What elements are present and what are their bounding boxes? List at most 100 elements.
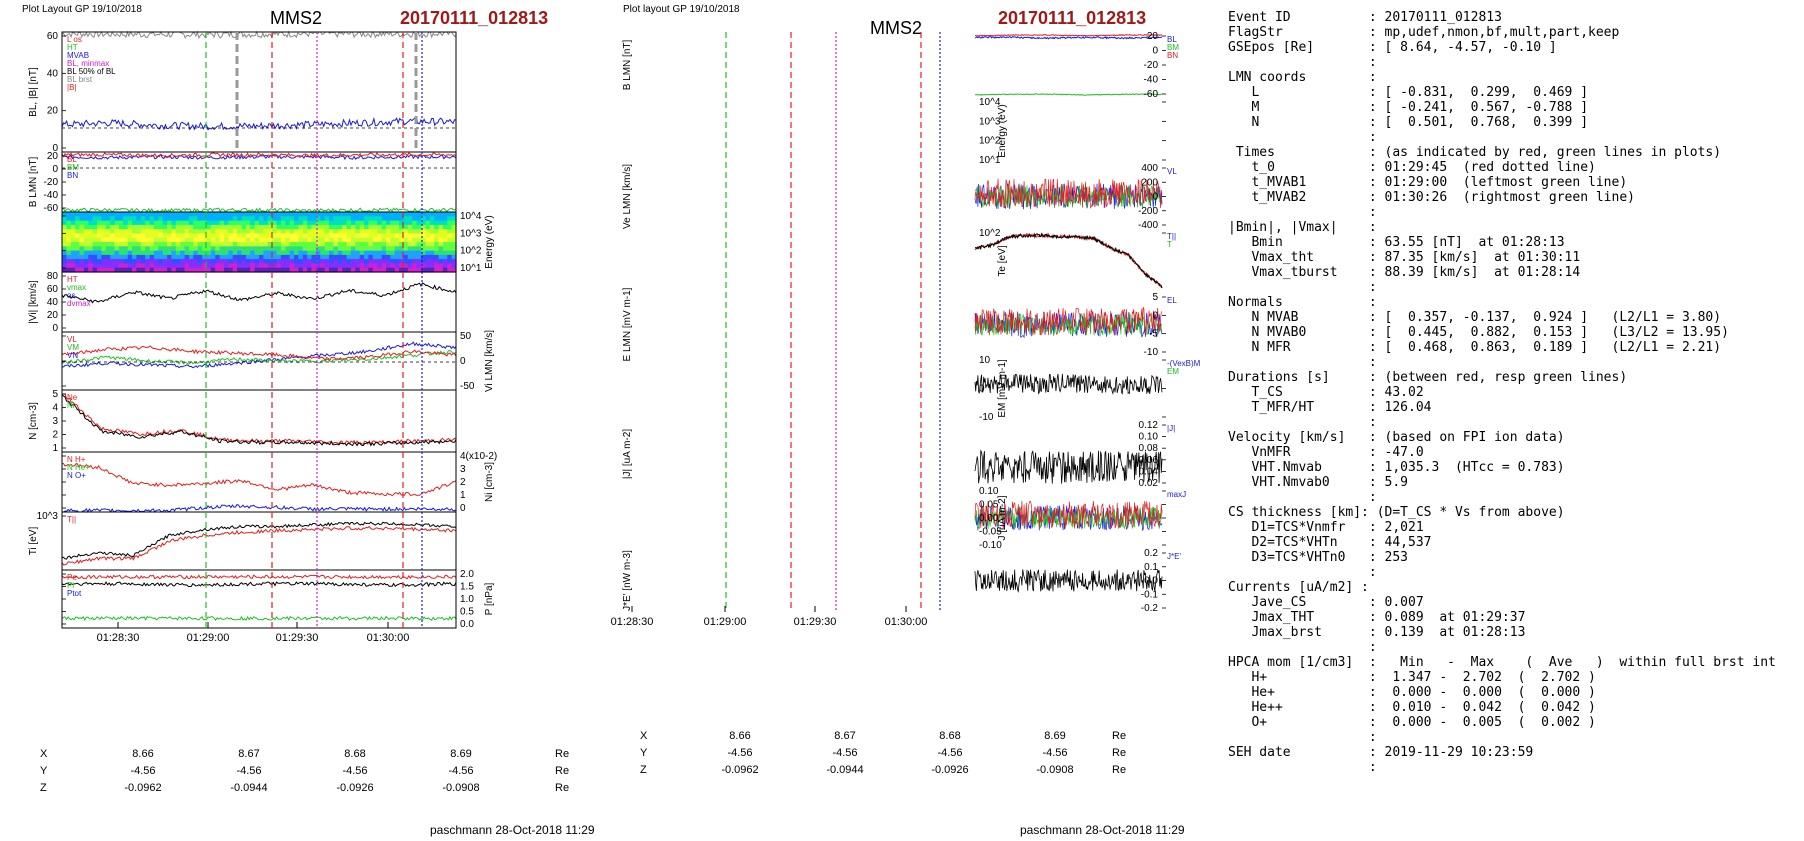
- spectrogram-cell: [381, 229, 387, 234]
- coord-value: -0.0962: [124, 782, 162, 794]
- spectrogram-cell: [307, 263, 313, 269]
- spectrogram-cell: [438, 220, 444, 226]
- spectrogram-cell: [272, 246, 278, 252]
- spectrogram-cell: [215, 267, 221, 273]
- spectrogram-cell: [425, 267, 431, 273]
- spectrogram-cell: [110, 212, 116, 217]
- spectrogram-cell: [320, 220, 326, 226]
- spectrogram-cell: [267, 224, 273, 230]
- y-tick-label: 1: [460, 490, 466, 501]
- spectrogram-cell: [333, 229, 339, 234]
- spectrogram-cell: [434, 216, 440, 222]
- spectrogram-cell: [294, 263, 299, 269]
- spectrogram-cell: [79, 224, 85, 230]
- spectrogram-cell: [210, 212, 216, 217]
- spectrogram-cell: [355, 259, 361, 264]
- spectrogram-cell: [355, 250, 361, 256]
- spectrogram-cell: [127, 212, 133, 217]
- legend-entry: |B|: [67, 83, 77, 92]
- spectrogram-cell: [359, 233, 365, 239]
- y-tick-label: 0.1: [1144, 562, 1158, 573]
- series-line: [61, 30, 457, 40]
- spectrogram-cell: [298, 267, 304, 273]
- spectrogram-cell: [346, 254, 352, 260]
- spectrogram-cell: [350, 237, 356, 243]
- y-axis-label: Vi LMN [km/s]: [484, 330, 495, 392]
- series-line: [61, 345, 457, 362]
- spectrogram-cell: [285, 263, 291, 269]
- spectrogram-cell: [189, 237, 194, 243]
- spectrogram-cell: [62, 233, 67, 239]
- coord-value: -4.56: [236, 765, 262, 777]
- spectrogram-cell: [333, 216, 339, 222]
- legend-entry: BM: [1167, 43, 1179, 52]
- spectrogram-cell: [97, 254, 102, 260]
- spectrogram-cell: [70, 263, 76, 269]
- spectrogram-cell: [307, 229, 313, 234]
- spectrogram-cell: [210, 229, 216, 234]
- coord-value: 8.69: [1044, 730, 1066, 742]
- spectrogram-cell: [184, 224, 190, 230]
- spectrogram-cell: [66, 254, 72, 260]
- spectrogram-cell: [88, 224, 94, 230]
- spectrogram-cell: [442, 224, 448, 230]
- spectrogram-cell: [381, 263, 387, 269]
- spectrogram-cell: [451, 229, 457, 234]
- spectrogram-cell: [285, 254, 291, 260]
- spectrogram-cell: [342, 233, 348, 239]
- spectrogram-cell: [329, 237, 334, 243]
- series-line: [974, 184, 1163, 208]
- spectrogram-cell: [386, 259, 391, 264]
- spectrogram-cell: [215, 224, 221, 230]
- spectrogram-cell: [202, 254, 208, 260]
- spectrogram-cell: [434, 220, 440, 226]
- spectrogram-cell: [197, 212, 203, 217]
- spectrogram-cell: [210, 216, 216, 222]
- y-tick-label: 3: [52, 416, 58, 427]
- spectrogram-cell: [267, 229, 273, 234]
- spectrogram-cell: [368, 220, 374, 226]
- spectrogram-cell: [219, 263, 225, 269]
- spectrogram-cell: [189, 220, 194, 226]
- spectrogram-cell: [171, 212, 177, 217]
- spectrogram-cell: [232, 242, 238, 247]
- spectrogram-cell: [276, 254, 282, 260]
- spectrogram-cell: [294, 242, 299, 247]
- spectrogram-cell: [110, 220, 116, 226]
- spectrogram-cell: [289, 246, 295, 252]
- spectrogram-cell: [83, 224, 89, 230]
- spectrogram-cell: [193, 259, 199, 264]
- spectrogram-cell: [145, 237, 151, 243]
- spectrogram-cell: [416, 250, 422, 256]
- spectrogram-cell: [232, 259, 238, 264]
- spectrogram-cell: [394, 242, 400, 247]
- spectrogram-cell: [101, 212, 107, 217]
- spectrogram-cell: [224, 254, 229, 260]
- spectrogram-cell: [132, 263, 137, 269]
- spectrogram-cell: [263, 212, 269, 217]
- series-line: [974, 500, 1163, 529]
- spectrogram-cell: [206, 237, 212, 243]
- y-tick-label: 0.0: [460, 619, 474, 630]
- spectrogram-cell: [66, 212, 72, 217]
- spectrogram-cell: [447, 216, 453, 222]
- spectrogram-cell: [320, 212, 326, 217]
- legend-entry: VL: [1167, 167, 1177, 176]
- spectrogram-cell: [421, 216, 426, 222]
- spectrogram-cell: [158, 263, 164, 269]
- spectrogram-cell: [337, 242, 343, 247]
- spectrogram-cell: [412, 224, 418, 230]
- spectrogram-cell: [451, 263, 457, 269]
- y-tick-label: 10^4: [979, 97, 1001, 108]
- spectrogram-cell: [118, 212, 124, 217]
- spectrogram-cell: [110, 224, 116, 230]
- legend-entry: BL brst: [67, 75, 93, 84]
- spectrogram-cell: [276, 267, 282, 273]
- spectrogram-cell: [386, 250, 391, 256]
- spectrogram-cell: [136, 229, 142, 234]
- info-line: M : [ -0.241, 0.567, -0.788 ]: [1228, 100, 1589, 115]
- spectrogram-cell: [399, 212, 405, 217]
- spectrogram-cell: [114, 224, 120, 230]
- spectrogram-cell: [254, 242, 260, 247]
- spectrogram-cell: [92, 216, 98, 222]
